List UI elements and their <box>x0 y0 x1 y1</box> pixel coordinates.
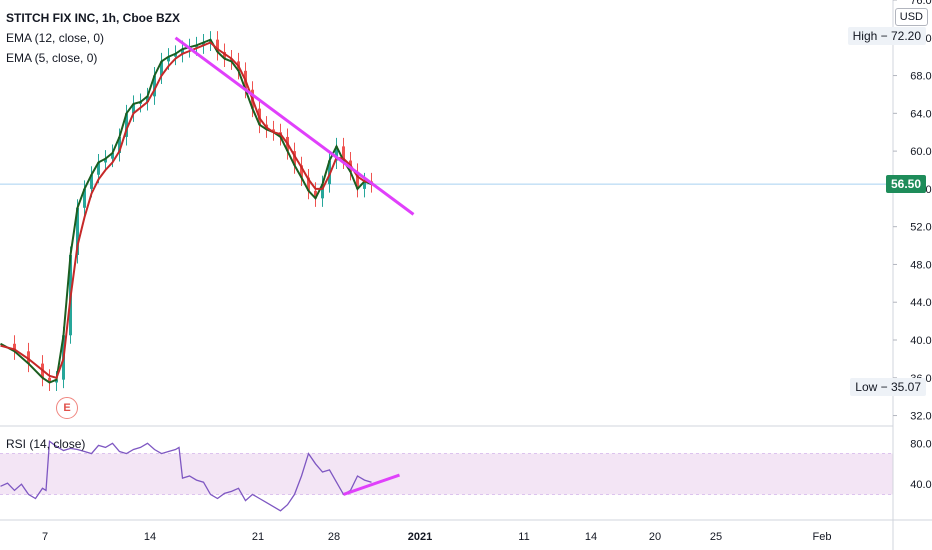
candle-body <box>202 42 205 46</box>
rsi-line <box>0 440 372 512</box>
last-price-tag: 56.50 <box>885 175 926 194</box>
ema-line-12 <box>0 41 372 380</box>
rsi-tick-label: 40.00 <box>910 479 932 491</box>
time-tick-label: 20 <box>649 531 661 543</box>
candle-body <box>300 165 303 178</box>
high-tag: High − 72.20 <box>847 26 926 45</box>
price-tick-label: 44.00 <box>910 297 932 309</box>
time-tick-label: 25 <box>710 531 722 543</box>
time-tick-label: Feb <box>813 531 832 543</box>
time-tick-label: 14 <box>585 531 597 543</box>
time-tick-label: 14 <box>144 531 156 543</box>
rsi-tick-label: 80.00 <box>910 438 932 450</box>
price-tick-label: 52.00 <box>910 222 932 234</box>
low-tag: Low − 35.07 <box>850 377 926 396</box>
price-tick-label: 32.00 <box>910 411 932 423</box>
gridlines <box>0 183 893 495</box>
chart-title[interactable]: STITCH FIX INC, 1h, Cboe BZX <box>6 11 181 25</box>
time-tick-label: 11 <box>518 531 529 543</box>
time-tick-label: 28 <box>328 531 340 543</box>
time-tick-label: 2021 <box>408 531 432 543</box>
ema-line-5 <box>0 38 372 384</box>
candle-body <box>132 103 135 114</box>
time-tick-label: 7 <box>42 531 48 543</box>
candle-body <box>223 51 226 59</box>
candle-body <box>314 190 317 199</box>
candle-body <box>104 158 107 163</box>
currency-selector[interactable]: USD <box>894 8 928 26</box>
price-tick-label: 64.00 <box>910 108 932 120</box>
candle-body <box>167 56 170 62</box>
earnings-marker[interactable]: E <box>56 397 78 419</box>
candle-body <box>55 379 58 383</box>
price-tick-label: 60.00 <box>910 146 932 158</box>
price-trendline <box>174 36 415 216</box>
candle-body <box>111 153 114 159</box>
candle-body <box>356 171 359 189</box>
rsi-legend[interactable]: RSI (14, close) <box>6 437 86 451</box>
candle-body <box>342 146 345 161</box>
candle-body <box>118 136 121 153</box>
candle-body <box>293 151 296 166</box>
ema5-legend[interactable]: EMA (5, close, 0) <box>6 51 98 65</box>
series-lines <box>0 36 415 512</box>
candle-body <box>146 96 149 102</box>
candle-body <box>27 351 30 364</box>
candle-body <box>90 174 93 189</box>
candle-body <box>153 75 156 97</box>
candle-body <box>125 113 128 137</box>
candle-body <box>321 184 324 199</box>
price-tick-label: 68.00 <box>910 71 932 83</box>
candle-body <box>97 162 100 175</box>
candle-body <box>174 53 177 57</box>
rsi-band <box>0 453 893 495</box>
candle-body <box>76 207 79 255</box>
candle-body <box>13 343 16 352</box>
candle-body <box>48 377 51 383</box>
price-tick-label: 40.00 <box>910 335 932 347</box>
candle-body <box>83 188 86 208</box>
candle-body <box>363 181 366 189</box>
candle-body <box>307 177 310 191</box>
candle-body <box>160 61 163 76</box>
candle-body <box>272 129 275 133</box>
price-tick-label: 48.00 <box>910 259 932 271</box>
candle-body <box>216 39 219 52</box>
ema12-legend[interactable]: EMA (12, close, 0) <box>6 31 105 45</box>
candle-body <box>181 49 184 54</box>
time-tick-label: 21 <box>252 531 264 543</box>
price-tick-label: 76.00 <box>910 0 932 7</box>
candle-body <box>335 146 338 161</box>
rsi-trendline <box>343 473 400 496</box>
